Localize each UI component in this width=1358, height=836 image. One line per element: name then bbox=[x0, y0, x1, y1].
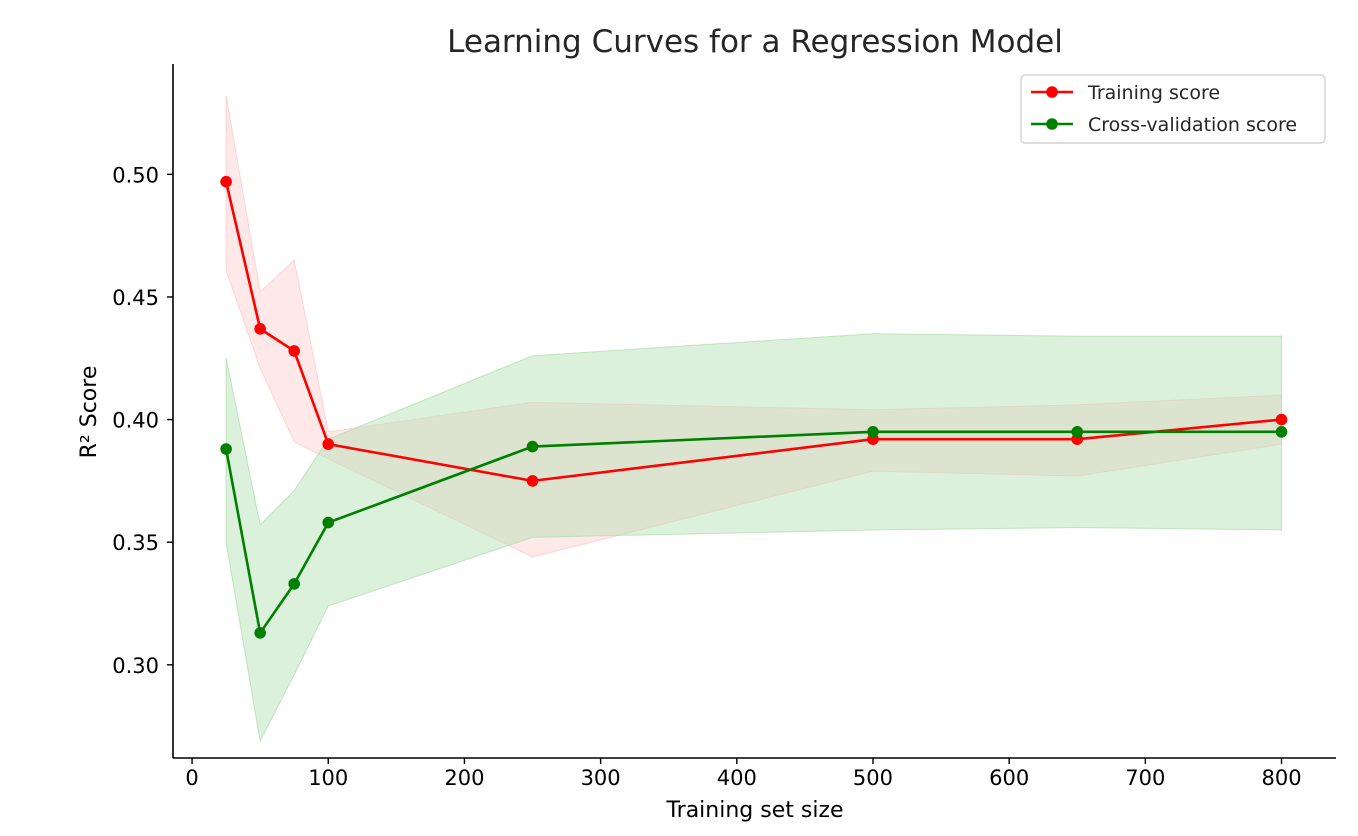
legend-label-training: Training score bbox=[1087, 82, 1220, 104]
cross-validation-point bbox=[867, 426, 879, 438]
x-axis-label: Training set size bbox=[665, 798, 843, 823]
legend-marker-training bbox=[1046, 86, 1058, 98]
y-tick-label: 0.45 bbox=[112, 286, 159, 310]
y-axis-label: R² Score bbox=[77, 366, 102, 459]
x-tick-label: 700 bbox=[1125, 766, 1165, 790]
cross-validation-score-line bbox=[224, 430, 1282, 635]
x-tick-label: 100 bbox=[308, 766, 348, 790]
x-tick-label: 500 bbox=[853, 766, 893, 790]
y-tick-label: 0.35 bbox=[112, 531, 159, 555]
cross-validation-point bbox=[288, 578, 301, 590]
chart-title: Learning Curves for a Regression Model bbox=[447, 24, 1063, 60]
x-tick-label: 800 bbox=[1261, 766, 1301, 790]
series-lines bbox=[224, 181, 1282, 635]
y-tick-label: 0.50 bbox=[112, 163, 159, 187]
cross-validation-point bbox=[322, 516, 335, 529]
x-axis-ticks: 0 100 200 300 400 500 600 700 800 bbox=[185, 758, 1302, 790]
cross-validation-point bbox=[1275, 426, 1288, 438]
cross-validation-point bbox=[220, 443, 232, 455]
cross-validation-std-band bbox=[225, 333, 1283, 743]
legend-box bbox=[1020, 74, 1326, 144]
training-point bbox=[1275, 413, 1288, 426]
y-tick-label: 0.30 bbox=[112, 654, 159, 678]
legend-label-cross-validation: Cross-validation score bbox=[1088, 114, 1297, 136]
training-point bbox=[322, 438, 335, 450]
cross-validation-point bbox=[254, 627, 266, 639]
y-tick-label: 0.40 bbox=[112, 409, 159, 433]
training-score-line bbox=[224, 181, 1282, 483]
y-axis-ticks: 0.30 0.35 0.40 0.45 0.50 bbox=[112, 163, 173, 678]
cross-validation-point bbox=[1071, 426, 1084, 438]
x-tick-label: 300 bbox=[581, 766, 621, 790]
x-tick-label: 200 bbox=[444, 766, 484, 790]
chart-legend: Training score Cross-validation score bbox=[1020, 74, 1326, 144]
legend-marker-cross-validation bbox=[1046, 118, 1058, 130]
x-tick-label: 600 bbox=[989, 766, 1029, 790]
x-tick-label: 400 bbox=[717, 766, 757, 790]
cross-validation-point bbox=[526, 440, 539, 453]
training-point bbox=[254, 323, 266, 335]
training-point bbox=[526, 475, 539, 487]
series-points bbox=[220, 175, 1288, 639]
x-tick-label: 0 bbox=[185, 766, 198, 790]
training-point bbox=[220, 175, 232, 188]
confidence-bands bbox=[225, 95, 1283, 743]
training-point bbox=[288, 345, 301, 357]
